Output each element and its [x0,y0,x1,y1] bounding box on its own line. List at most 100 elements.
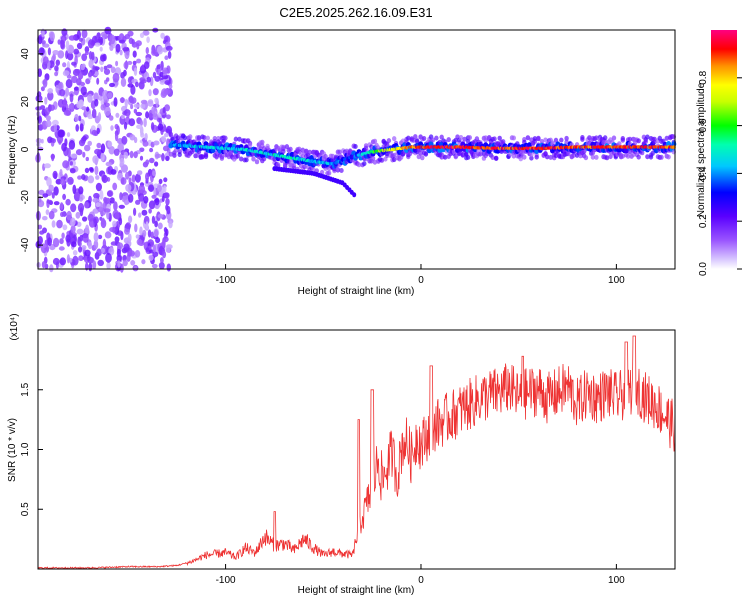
noise-blob [62,224,68,231]
noise-blob [65,78,73,89]
noise-blob [67,52,74,61]
ridge-edge-blob [623,147,629,154]
noise-blob [159,71,164,78]
noise-blob [49,264,54,273]
halo-blob [235,153,240,159]
noise-blob [156,185,162,192]
noise-blob [155,153,162,158]
noise-blob [162,106,166,114]
noise-blob [91,108,97,119]
colorbar-label: Normalized spectral amplitude [696,82,707,217]
noise-blob [55,84,59,94]
noise-blob [48,184,54,192]
noise-blob [58,246,65,251]
ridge-edge-blob [527,142,533,148]
noise-blob [85,78,91,85]
noise-blob [154,97,159,104]
noise-blob [104,106,111,116]
noise-blob [45,209,50,216]
halo-blob [603,139,608,145]
noise-blob [161,153,165,162]
noise-blob [77,202,85,213]
noise-blob [44,107,50,116]
noise-blob [93,239,99,250]
noise-blob [87,140,92,147]
x-tick-label: -100 [216,275,236,286]
noise-blob [98,234,103,240]
halo-blob [478,151,483,157]
noise-blob [119,49,123,56]
halo-blob [465,154,471,160]
noise-blob [138,212,142,218]
halo-blob [392,157,397,163]
halo-blob [494,155,499,161]
halo-blob [580,136,585,142]
noise-blob [154,75,161,82]
noise-blob [65,87,69,97]
noise-blob [122,259,128,267]
halo-blob [446,137,451,143]
noise-blob [139,155,144,161]
noise-blob [142,30,150,36]
noise-blob [67,176,74,185]
halo-blob [168,151,174,157]
noise-blob [143,196,149,204]
noise-blob [56,219,63,229]
noise-blob [38,189,45,196]
noise-blob [81,53,88,62]
halo-blob [525,135,531,141]
noise-blob [103,208,111,213]
ridge-edge-blob [203,141,209,147]
y-tick-label: -40 [20,237,31,252]
noise-blob [51,220,56,228]
noise-blob [100,54,106,62]
noise-blob [65,234,71,243]
noise-blob [46,199,53,204]
noise-blob [138,184,146,194]
noise-blob [133,151,138,159]
figure-title: C2E5.2025.262.16.09.E31 [279,5,432,20]
noise-blob [143,117,147,128]
noise-blob [96,142,102,149]
halo-blob [443,154,448,160]
noise-blob [157,45,164,55]
noise-blob [44,96,48,105]
noise-blob [80,64,85,71]
noise-blob [107,140,113,148]
noise-blob [139,32,145,38]
noise-blob [43,163,51,169]
noise-blob [135,199,141,205]
noise-blob [167,50,172,59]
y-tick-label: 40 [20,48,31,60]
noise-blob [151,49,157,56]
halo-blob [620,136,625,141]
noise-blob [150,122,155,131]
snr-multiplier: (x10⁴) [9,313,20,340]
noise-blob [66,147,71,158]
noise-blob [59,257,66,266]
noise-blob [79,196,83,202]
noise-blob [116,254,122,262]
halo-blob [536,135,541,141]
noise-blob [48,210,55,220]
noise-blob [80,86,87,96]
noise-blob [51,153,55,162]
noise-blob [92,155,99,164]
noise-blob [105,161,113,167]
noise-blob [70,225,76,234]
halo-blob [666,154,671,160]
noise-blob [42,78,48,88]
noise-blob [145,221,149,230]
noise-blob [41,28,45,38]
noise-blob [124,49,130,60]
noise-blob [128,215,133,224]
noise-blob [154,229,159,238]
noise-blob [119,192,123,201]
halo-blob [543,137,548,143]
noise-blob [35,138,42,144]
halo-blob [430,137,436,143]
noise-blob [138,192,145,202]
noise-blob [140,132,145,138]
noise-blob [81,29,88,39]
